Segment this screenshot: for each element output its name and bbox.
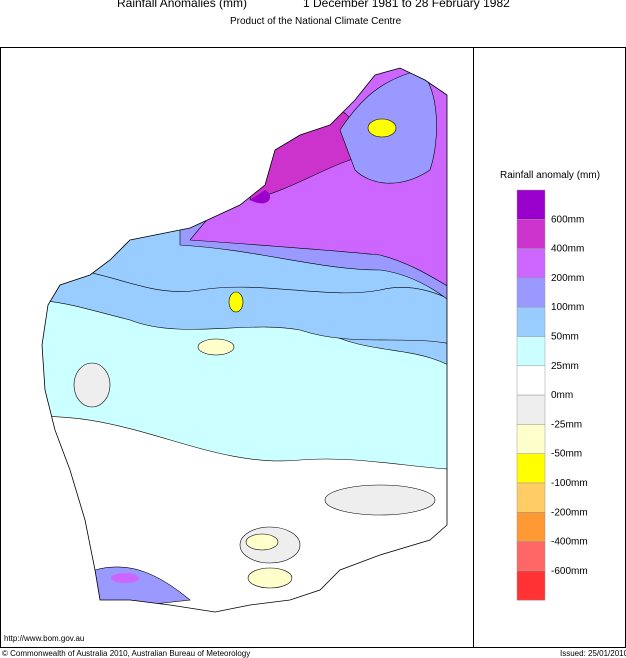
legend-swatch	[516, 365, 546, 396]
legend-label: -25mm	[551, 419, 582, 430]
legend-swatch	[516, 306, 546, 337]
legend-swatch	[516, 570, 546, 601]
url: http://www.bom.gov.au	[4, 634, 84, 643]
legend-label: 50mm	[551, 332, 579, 343]
legend-label: -600mm	[551, 566, 588, 577]
legend-swatch	[516, 277, 546, 308]
legend-label: -50mm	[551, 449, 582, 460]
legend-title: Rainfall anomaly (mm)	[500, 170, 600, 181]
coastline	[41, 67, 448, 613]
legend-swatch	[516, 219, 546, 249]
legend-label: 600mm	[551, 214, 584, 225]
map	[42, 68, 447, 612]
legend-label: -100mm	[551, 478, 588, 489]
legend-swatch	[516, 453, 546, 484]
copyright: © Commonwealth of Australia 2010, Austra…	[2, 649, 250, 658]
period: 1 December 1981 to 28 February 1982	[303, 0, 510, 10]
title: Rainfall Anomalies (mm)	[117, 0, 247, 10]
legend-swatch	[516, 248, 546, 279]
legend-swatch	[516, 394, 546, 425]
legend-swatch	[516, 336, 546, 367]
issued: Issued: 25/01/2010	[560, 649, 626, 658]
legend-label: 200mm	[551, 273, 584, 284]
legend-label: 100mm	[551, 302, 584, 313]
legend-swatch	[516, 424, 546, 454]
legend-label: 25mm	[551, 361, 579, 372]
subtitle: Product of the National Climate Centre	[230, 16, 402, 27]
legend-swatch	[516, 189, 546, 220]
legend-label: 0mm	[551, 390, 573, 401]
legend-swatch	[516, 512, 546, 542]
legend-label: 400mm	[551, 244, 584, 255]
legend: 600mm 400mm 200mm 100mm 50mm 25mm 0mm -25mm -50m…	[516, 189, 588, 601]
legend-label: -200mm	[551, 507, 588, 518]
legend-swatch	[516, 541, 546, 572]
legend-label: -400mm	[551, 537, 588, 548]
legend-swatch	[516, 482, 546, 513]
